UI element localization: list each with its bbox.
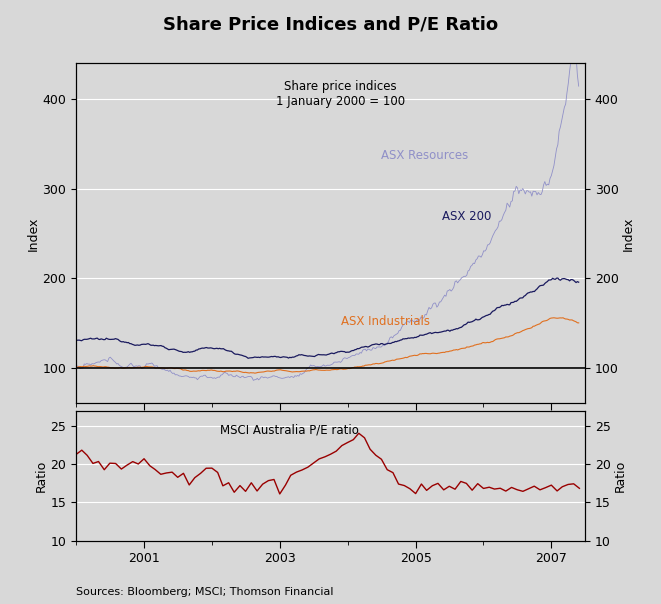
Y-axis label: Ratio: Ratio [34,460,48,492]
Y-axis label: Index: Index [621,216,635,251]
Y-axis label: Index: Index [26,216,40,251]
Text: Sources: Bloomberg; MSCI; Thomson Financial: Sources: Bloomberg; MSCI; Thomson Financ… [76,586,334,597]
Text: Share Price Indices and P/E Ratio: Share Price Indices and P/E Ratio [163,15,498,33]
Y-axis label: Ratio: Ratio [613,460,627,492]
Text: MSCI Australia P/E ratio: MSCI Australia P/E ratio [220,424,359,437]
Text: ASX 200: ASX 200 [442,210,492,223]
Text: ASX Industrials: ASX Industrials [340,315,430,329]
Text: ASX Resources: ASX Resources [381,149,469,162]
Text: Share price indices
1 January 2000 = 100: Share price indices 1 January 2000 = 100 [276,80,405,109]
